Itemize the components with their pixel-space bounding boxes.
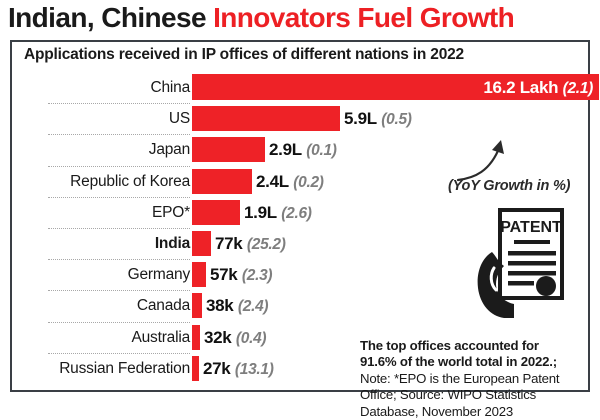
bar <box>192 293 202 319</box>
bar <box>192 199 240 225</box>
row-separator <box>48 352 190 354</box>
bar-category-label: Russian Federation <box>59 359 190 377</box>
bar <box>192 106 340 132</box>
bar-growth-percent: (2.4) <box>237 298 269 316</box>
bar-value-number: 38k <box>206 296 234 316</box>
bar <box>192 355 199 381</box>
bar-value-label: 38k (2.4) <box>206 290 269 321</box>
bar-growth-percent: (2.3) <box>241 267 273 285</box>
bar-value-number: 5.9L <box>344 109 377 129</box>
bar-value-number: 2.9L <box>269 140 302 160</box>
bar <box>192 168 252 194</box>
bar-category-label: Canada <box>136 297 190 315</box>
chart-row: Republic of Korea 2.4L (0.2) <box>12 165 588 197</box>
bar-value-number: 27k <box>203 358 231 378</box>
chart-row: Russian Federation 27k (13.1) <box>12 352 588 384</box>
footnote-line-3: Note: *EPO is the European Patent <box>360 370 560 386</box>
row-separator <box>48 290 190 292</box>
bar <box>192 324 200 350</box>
page-title-red: Innovators Fuel Growth <box>213 2 515 33</box>
footnote: The top offices accounted for 91.6% of t… <box>360 338 582 420</box>
bar-value-label: 77k (25.2) <box>215 228 286 259</box>
bar-value-label: 27k (13.1) <box>203 353 274 384</box>
chart-subtitle: Applications received in IP offices of d… <box>24 46 464 63</box>
bar-category-label: India <box>154 234 190 252</box>
bar-growth-percent: (0.5) <box>381 111 412 129</box>
bar-category-label: Republic of Korea <box>70 172 190 190</box>
bar-value-label: 32k (0.4) <box>204 322 267 353</box>
footnote-line-5: Database, November 2023 <box>360 403 514 419</box>
bar <box>192 137 265 163</box>
chart-row: EPO* 1.9L (2.6) <box>12 196 588 228</box>
bar-value-label: 57k (2.3) <box>210 259 273 290</box>
chart-row: US 5.9L (0.5) <box>12 103 588 134</box>
bar-category-label: US <box>168 110 190 128</box>
page-title: Indian, Chinese Innovators Fuel Growth <box>8 1 592 35</box>
bar-value-label: 1.9L (2.6) <box>244 197 312 228</box>
bar <box>192 230 211 256</box>
row-separator <box>48 103 190 105</box>
row-separator <box>48 227 190 229</box>
chart-row: India 77k (25.2) <box>12 227 588 259</box>
row-separator <box>48 196 190 198</box>
row-separator <box>48 165 190 167</box>
chart-row: Canada 38k (2.4) <box>12 290 588 321</box>
footnote-line-1: The top offices accounted for <box>360 338 539 353</box>
bar-value-label: 16.2 Lakh (2.1) <box>439 72 593 103</box>
bar-growth-percent: (2.1) <box>562 80 594 97</box>
bar-value-label: 2.9L (0.1) <box>269 134 337 165</box>
bar-value-number: 2.4L <box>256 171 289 191</box>
bar-growth-percent: (25.2) <box>246 235 286 253</box>
yoy-growth-annotation: (YoY Growth in %) <box>448 178 571 194</box>
bar-growth-percent: (0.2) <box>293 173 324 191</box>
footnote-line-4: Office; Source: WIPO Statistics <box>360 387 537 403</box>
bar <box>192 74 599 100</box>
chart-row: Australia 32k (0.4) <box>12 321 588 353</box>
bar-value-number: 1.9L <box>244 202 277 222</box>
bar-category-label: Australia <box>131 328 190 346</box>
page-title-black: Indian, Chinese <box>8 2 214 33</box>
bar-value-label: 5.9L (0.5) <box>344 103 412 134</box>
bar-category-label: Japan <box>148 141 190 159</box>
chart-row: Japan 2.9L (0.1) <box>12 134 588 165</box>
bar-growth-percent: (0.1) <box>306 142 337 160</box>
bar-value-label: 2.4L (0.2) <box>256 166 324 197</box>
bar-category-label: EPO* <box>152 203 190 221</box>
patent-document-title: PATENT <box>500 219 562 236</box>
bar-growth-percent: (2.6) <box>281 204 312 222</box>
bar <box>192 262 206 288</box>
bar-value-number: 16.2 Lakh <box>483 78 559 97</box>
bar-growth-percent: (13.1) <box>234 360 274 378</box>
bar-chart: China 16.2 Lakh (2.1) US 5.9L (0.5) Japan 2.9… <box>12 72 599 384</box>
bar-value-number: 77k <box>215 233 243 253</box>
hand-holding-patent-icon: PATENT <box>477 208 564 318</box>
row-separator <box>48 134 190 136</box>
bar-category-label: China <box>150 79 191 96</box>
bar-category-label: Germany <box>127 266 191 284</box>
chart-row: China 16.2 Lakh (2.1) <box>12 72 599 103</box>
bar-growth-percent: (0.4) <box>235 329 267 347</box>
chart-row: Germany 57k (2.3) <box>12 259 588 290</box>
bar-value-number: 32k <box>204 327 232 347</box>
bar-value-number: 57k <box>210 265 238 285</box>
row-separator <box>48 259 190 261</box>
curved-arrow-icon <box>456 140 504 182</box>
chart-panel: Applications received in IP offices of d… <box>10 40 599 419</box>
footnote-line-2: 91.6% of the world total in 2022.; <box>360 354 557 370</box>
row-separator <box>48 321 190 323</box>
